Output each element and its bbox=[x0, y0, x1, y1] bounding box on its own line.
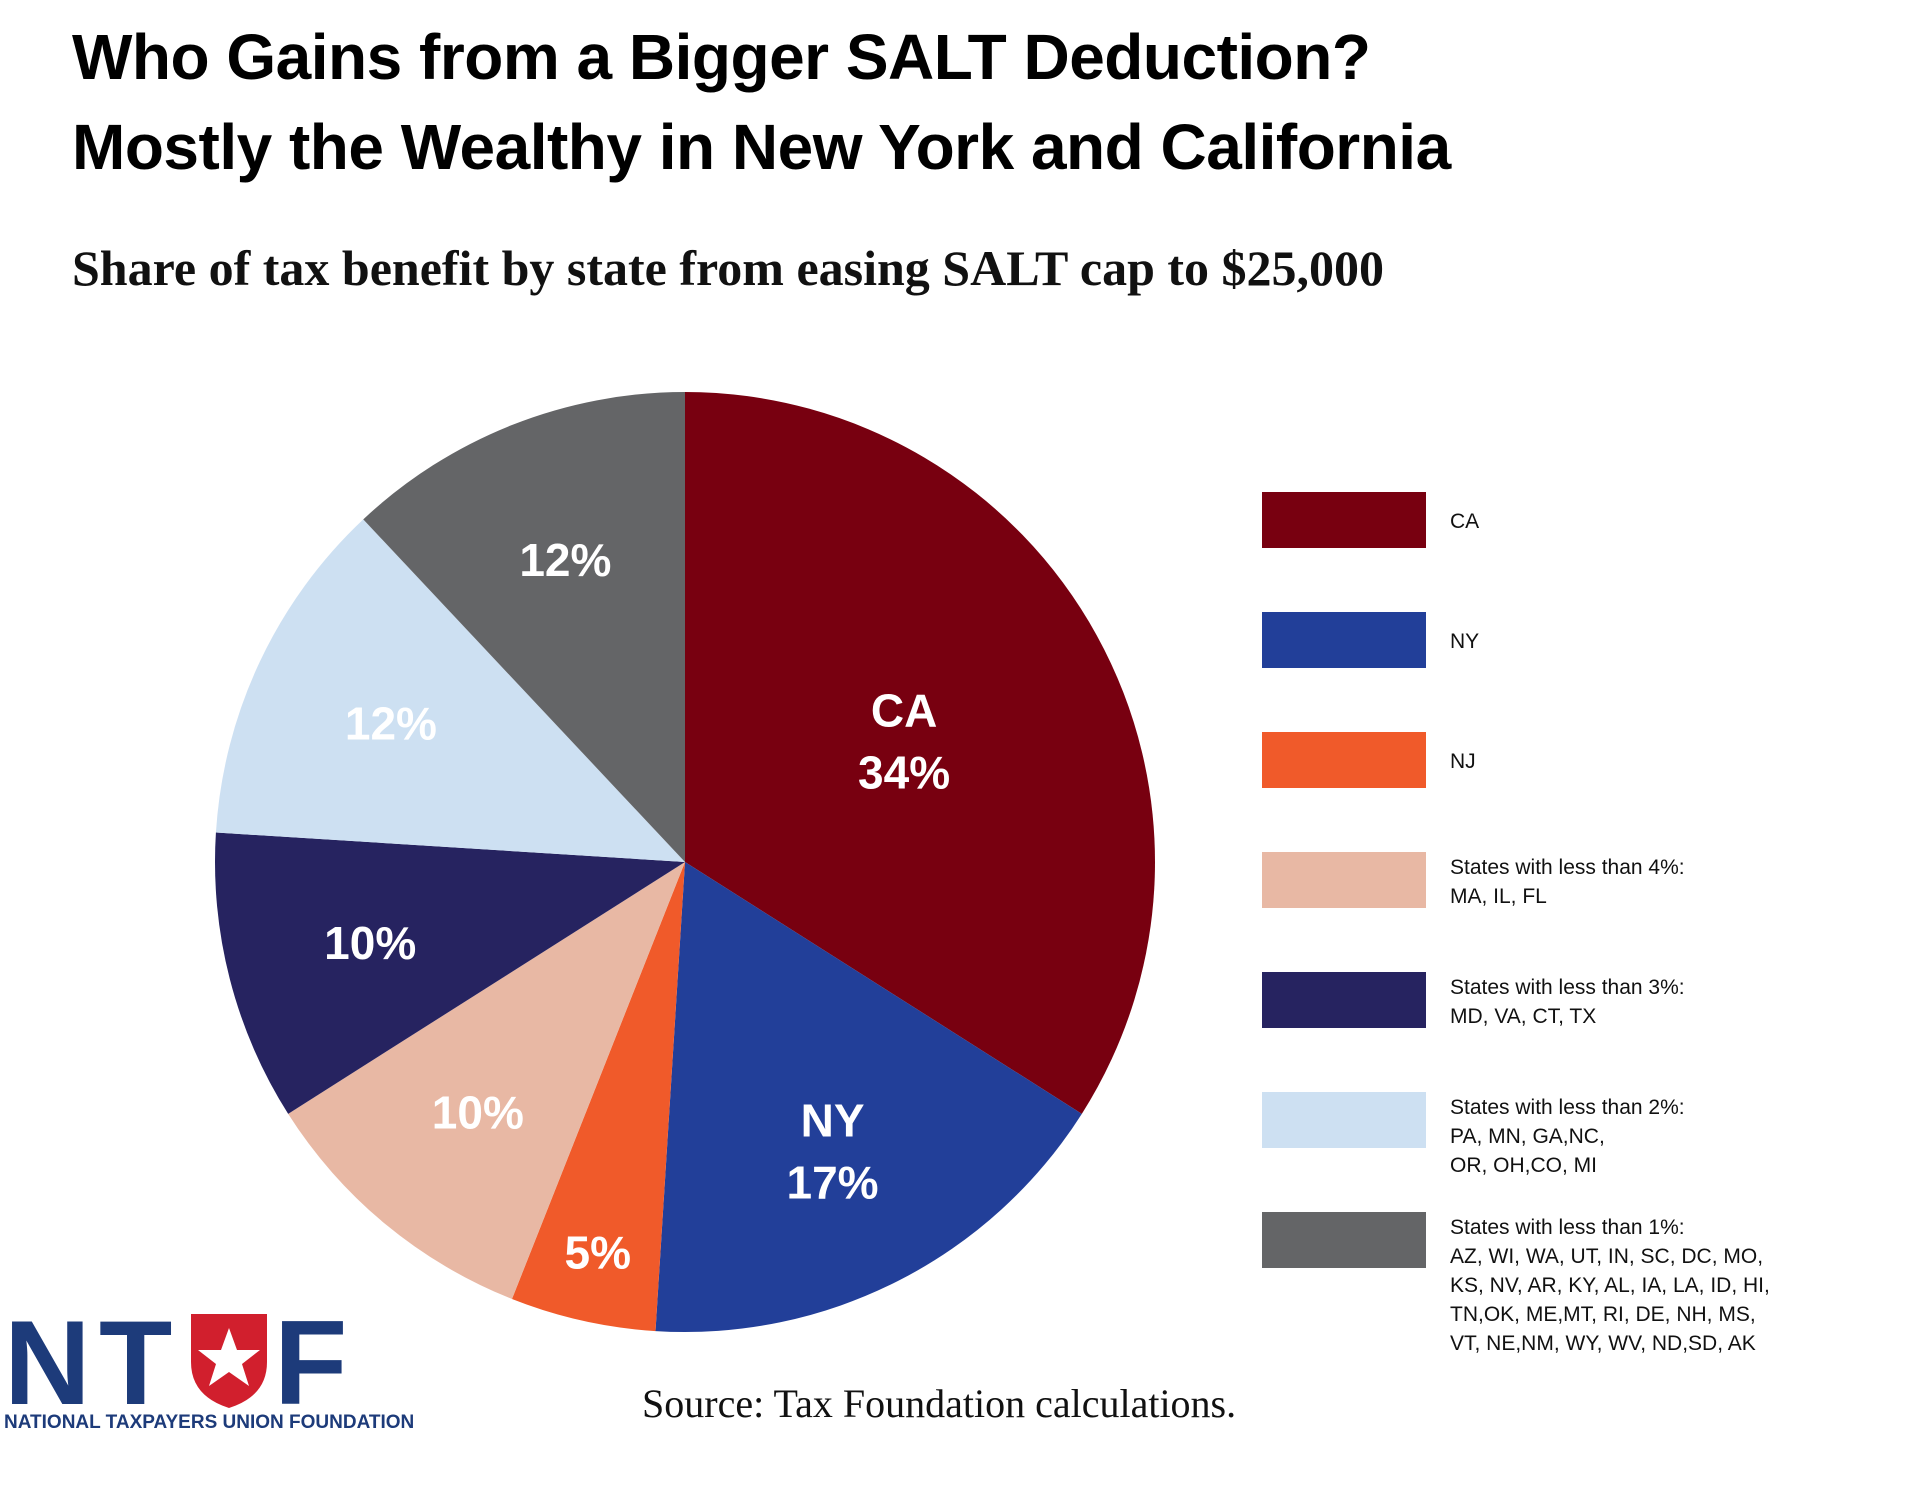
pie-pct-label-4: 10% bbox=[324, 917, 416, 969]
ntuf-logo-letter-1: T bbox=[99, 1300, 172, 1410]
ntuf-logo-letter-0: N bbox=[4, 1300, 91, 1410]
pie-slice-5 bbox=[215, 519, 686, 862]
pie-slice-3 bbox=[288, 862, 685, 1299]
legend-label-5-0: States with less than 2%: bbox=[1450, 1096, 1685, 1119]
legend-swatch-2 bbox=[1262, 732, 1426, 788]
pie-slice-1 bbox=[655, 862, 1082, 1332]
ntuf-logo-name: NATIONAL TAXPAYERS UNION FOUNDATION bbox=[4, 1412, 415, 1433]
legend-label-2-0: NJ bbox=[1450, 750, 1476, 773]
pie-pct-label-6: 12% bbox=[519, 534, 611, 586]
ntuf-logo-letter-3: F bbox=[274, 1300, 347, 1410]
legend-swatch-5 bbox=[1262, 1092, 1426, 1148]
chart-title-line-2: Mostly the Wealthy in New York and Calif… bbox=[72, 111, 1451, 183]
legend: CA NY NJ States with less than 4%: MA, IL, F… bbox=[1262, 492, 1770, 1355]
legend-swatch-0 bbox=[1262, 492, 1426, 548]
legend-label-3-0: States with less than 4%: bbox=[1450, 856, 1685, 879]
legend-label-6-2: KS, NV, AR, KY, AL, IA, LA, ID, HI, bbox=[1450, 1274, 1770, 1297]
legend-label-6-3: TN,OK, ME,MT, RI, DE, NH, MS, bbox=[1450, 1303, 1756, 1326]
legend-label-6-1: AZ, WI, WA, UT, IN, SC, DC, MO, bbox=[1450, 1245, 1763, 1268]
pie-slice-0 bbox=[685, 392, 1155, 1114]
legend-swatch-3 bbox=[1262, 852, 1426, 908]
pie-pct-label-5: 12% bbox=[345, 698, 437, 750]
pie-slice-4 bbox=[214, 832, 685, 1114]
legend-label-4-0: States with less than 3%: bbox=[1450, 976, 1685, 999]
pie-name-label-1: NY bbox=[801, 1095, 865, 1147]
legend-label-6-4: VT, NE,NM, WY, WV, ND,SD, AK bbox=[1450, 1332, 1756, 1355]
pie-slices bbox=[214, 392, 1155, 1332]
legend-label-1-0: NY bbox=[1450, 630, 1479, 653]
pie-pct-label-2: 5% bbox=[565, 1226, 631, 1278]
legend-label-5-2: OR, OH,CO, MI bbox=[1450, 1154, 1597, 1177]
pie-slice-2 bbox=[511, 862, 685, 1332]
pie-pct-label-3: 10% bbox=[432, 1086, 524, 1138]
legend-label-3-1: MA, IL, FL bbox=[1450, 885, 1547, 908]
chart-title-line-1: Who Gains from a Bigger SALT Deduction? bbox=[72, 21, 1371, 93]
pie-slice-6 bbox=[363, 392, 685, 862]
legend-swatch-1 bbox=[1262, 612, 1426, 668]
legend-label-0-0: CA bbox=[1450, 510, 1479, 533]
legend-swatch-4 bbox=[1262, 972, 1426, 1028]
legend-label-6-0: States with less than 1%: bbox=[1450, 1216, 1685, 1239]
source-note: Source: Tax Foundation calculations. bbox=[642, 1381, 1237, 1426]
pie-pct-label-1: 17% bbox=[787, 1157, 879, 1209]
logo-shield-star-icon bbox=[191, 1314, 267, 1408]
chart-title: Who Gains from a Bigger SALT Deduction? … bbox=[72, 12, 1872, 192]
pie-pct-label-0: 34% bbox=[858, 747, 950, 799]
pie-name-label-0: CA bbox=[871, 685, 937, 737]
legend-label-5-1: PA, MN, GA,NC, bbox=[1450, 1125, 1605, 1148]
legend-label-4-1: MD, VA, CT, TX bbox=[1450, 1005, 1596, 1028]
legend-swatch-6 bbox=[1262, 1212, 1426, 1268]
chart-subtitle: Share of tax benefit by state from easin… bbox=[72, 240, 1385, 296]
pie-slice-labels: CA 34% NY 17% 5% 10% 10% 12% 12% bbox=[324, 534, 950, 1279]
